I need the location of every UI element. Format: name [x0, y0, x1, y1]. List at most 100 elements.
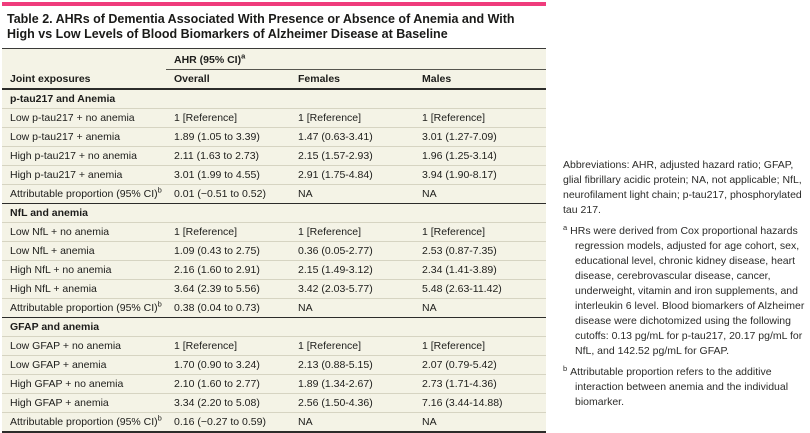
- table-row: High NfL + anemia 3.64 (2.39 to 5.56) 3.…: [2, 279, 546, 299]
- table-row: High p-tau217 + anemia 3.01 (1.99 to 4.5…: [2, 165, 546, 185]
- cell-males: 1.96 (1.25-3.14): [414, 146, 546, 166]
- cell-females: 2.56 (1.50-4.36): [290, 393, 414, 413]
- table-row: Low p-tau217 + anemia 1.89 (1.05 to 3.39…: [2, 127, 546, 147]
- cell-males: 1 [Reference]: [414, 222, 546, 242]
- row-label: High p-tau217 + anemia: [2, 165, 166, 185]
- footnote-b-ref: b: [157, 185, 162, 195]
- footnote-b-ref: b: [157, 413, 162, 423]
- table-row: Attributable proportion (95% CI)b 0.38 (…: [2, 299, 546, 318]
- column-header-overall: Overall: [166, 69, 290, 90]
- abbreviations-note: Abbreviations: AHR, adjusted hazard rati…: [563, 159, 802, 216]
- footnote-b: b Attributable proportion refers to the a…: [563, 363, 806, 410]
- row-label: High NfL + no anemia: [2, 260, 166, 280]
- cell-males: 3.01 (1.27-7.09): [414, 127, 546, 147]
- row-label: Low GFAP + anemia: [2, 355, 166, 375]
- cell-females: 1.89 (1.34-2.67): [290, 374, 414, 394]
- cell-males: 2.07 (0.79-5.42): [414, 355, 546, 375]
- footnote-b-ref: b: [157, 299, 162, 309]
- table-row: High GFAP + anemia 3.34 (2.20 to 5.08) 2…: [2, 393, 546, 413]
- cell-males: NA: [422, 188, 437, 200]
- table-row: Attributable proportion (95% CI)b 0.16 (…: [2, 413, 546, 433]
- cell-females: 2.91 (1.75-4.84): [290, 165, 414, 185]
- cell-overall: 1.70 (0.90 to 3.24): [166, 355, 290, 375]
- table-row: High GFAP + no anemia 2.10 (1.60 to 2.77…: [2, 374, 546, 394]
- footnotes-panel: Abbreviations: AHR, adjusted hazard rati…: [563, 158, 806, 416]
- cell-females: 2.15 (1.49-3.12): [290, 260, 414, 280]
- cell-females: 1 [Reference]: [290, 222, 414, 242]
- section-header-nfl: NfL and anemia: [2, 203, 546, 223]
- cell-females: 1 [Reference]: [290, 108, 414, 128]
- row-label: Attributable proportion (95% CI)b: [10, 185, 162, 200]
- footnote-a: a HRs were derived from Cox proportional …: [563, 222, 806, 359]
- cell-females: 2.13 (0.88-5.15): [290, 355, 414, 375]
- group-header-empty-cell: [2, 49, 166, 70]
- row-label: Attributable proportion (95% CI)b: [10, 413, 162, 428]
- cell-overall: 2.11 (1.63 to 2.73): [166, 146, 290, 166]
- table-row: Low GFAP + anemia 1.70 (0.90 to 3.24) 2.…: [2, 355, 546, 375]
- cell-overall: 0.38 (0.04 to 0.73): [174, 302, 260, 314]
- cell-males: 2.53 (0.87-7.35): [414, 241, 546, 261]
- row-label: High p-tau217 + no anemia: [2, 146, 166, 166]
- group-header-cell: AHR (95% CI)a: [166, 49, 546, 70]
- cell-males: 1 [Reference]: [414, 336, 546, 356]
- cell-overall: 2.10 (1.60 to 2.77): [166, 374, 290, 394]
- column-header-males: Males: [414, 69, 546, 90]
- cell-males: 2.34 (1.41-3.89): [414, 260, 546, 280]
- cell-females: NA: [298, 416, 313, 428]
- cell-males: NA: [422, 302, 437, 314]
- section-header-ptau217: p-tau217 and Anemia: [2, 89, 546, 109]
- section-header-gfap: GFAP and anemia: [2, 317, 546, 337]
- cell-females: NA: [298, 302, 313, 314]
- table-row: Attributable proportion (95% CI)b 0.01 (…: [2, 185, 546, 204]
- row-label: High GFAP + anemia: [2, 393, 166, 413]
- footnote-b-text: Attributable proportion refers to the ad…: [570, 366, 789, 408]
- cell-males: 7.16 (3.44-14.88): [414, 393, 546, 413]
- row-label: High GFAP + no anemia: [2, 374, 166, 394]
- cell-males: NA: [422, 416, 437, 428]
- accent-bar: [2, 2, 546, 6]
- cell-males: 5.48 (2.63-11.42): [414, 279, 546, 299]
- cell-overall: 2.16 (1.60 to 2.91): [166, 260, 290, 280]
- group-header-row: AHR (95% CI)a: [2, 49, 546, 70]
- cell-overall: 1.89 (1.05 to 3.39): [166, 127, 290, 147]
- footnote-a-text: HRs were derived from Cox proportional h…: [570, 225, 805, 357]
- row-label: Low p-tau217 + anemia: [2, 127, 166, 147]
- column-header-joint-exposures: Joint exposures: [2, 69, 166, 90]
- column-header-row: Joint exposures Overall Females Males: [2, 69, 546, 90]
- group-header-label: AHR (95% CI): [174, 54, 242, 66]
- cell-females: 3.42 (2.03-5.77): [290, 279, 414, 299]
- cell-overall: 1 [Reference]: [166, 336, 290, 356]
- table-row: Low NfL + no anemia 1 [Reference] 1 [Ref…: [2, 222, 546, 242]
- cell-overall: 3.64 (2.39 to 5.56): [166, 279, 290, 299]
- cell-overall: 1 [Reference]: [166, 222, 290, 242]
- cell-females: 1 [Reference]: [290, 336, 414, 356]
- cell-overall: 3.34 (2.20 to 5.08): [166, 393, 290, 413]
- cell-males: 2.73 (1.71-4.36): [414, 374, 546, 394]
- column-header-females: Females: [290, 69, 414, 90]
- cell-males: 3.94 (1.90-8.17): [414, 165, 546, 185]
- table-row: Low NfL + anemia 1.09 (0.43 to 2.75) 0.3…: [2, 241, 546, 261]
- cell-females: 0.36 (0.05-2.77): [290, 241, 414, 261]
- footnote-a-ref: a: [241, 51, 246, 61]
- footnote-b-marker: b: [563, 363, 568, 373]
- table-row: High p-tau217 + no anemia 2.11 (1.63 to …: [2, 146, 546, 166]
- row-label: Low GFAP + no anemia: [2, 336, 166, 356]
- table-row: Low GFAP + no anemia 1 [Reference] 1 [Re…: [2, 336, 546, 356]
- cell-overall: 3.01 (1.99 to 4.55): [166, 165, 290, 185]
- table-row: High NfL + no anemia 2.16 (1.60 to 2.91)…: [2, 260, 546, 280]
- footnote-a-marker: a: [563, 222, 568, 232]
- cell-females: 1.47 (0.63-3.41): [290, 127, 414, 147]
- table-panel: Table 2. AHRs of Dementia Associated Wit…: [2, 2, 546, 433]
- row-label: Low p-tau217 + no anemia: [2, 108, 166, 128]
- table-title: Table 2. AHRs of Dementia Associated Wit…: [2, 6, 546, 49]
- row-label: Low NfL + no anemia: [2, 222, 166, 242]
- cell-females: NA: [298, 188, 313, 200]
- data-table: AHR (95% CI)a Joint exposures Overall Fe…: [2, 49, 546, 433]
- cell-overall: 0.01 (−0.51 to 0.52): [174, 188, 266, 200]
- cell-overall: 1 [Reference]: [166, 108, 290, 128]
- table-row: Low p-tau217 + no anemia 1 [Reference] 1…: [2, 108, 546, 128]
- row-label: High NfL + anemia: [2, 279, 166, 299]
- cell-females: 2.15 (1.57-2.93): [290, 146, 414, 166]
- row-label: Low NfL + anemia: [2, 241, 166, 261]
